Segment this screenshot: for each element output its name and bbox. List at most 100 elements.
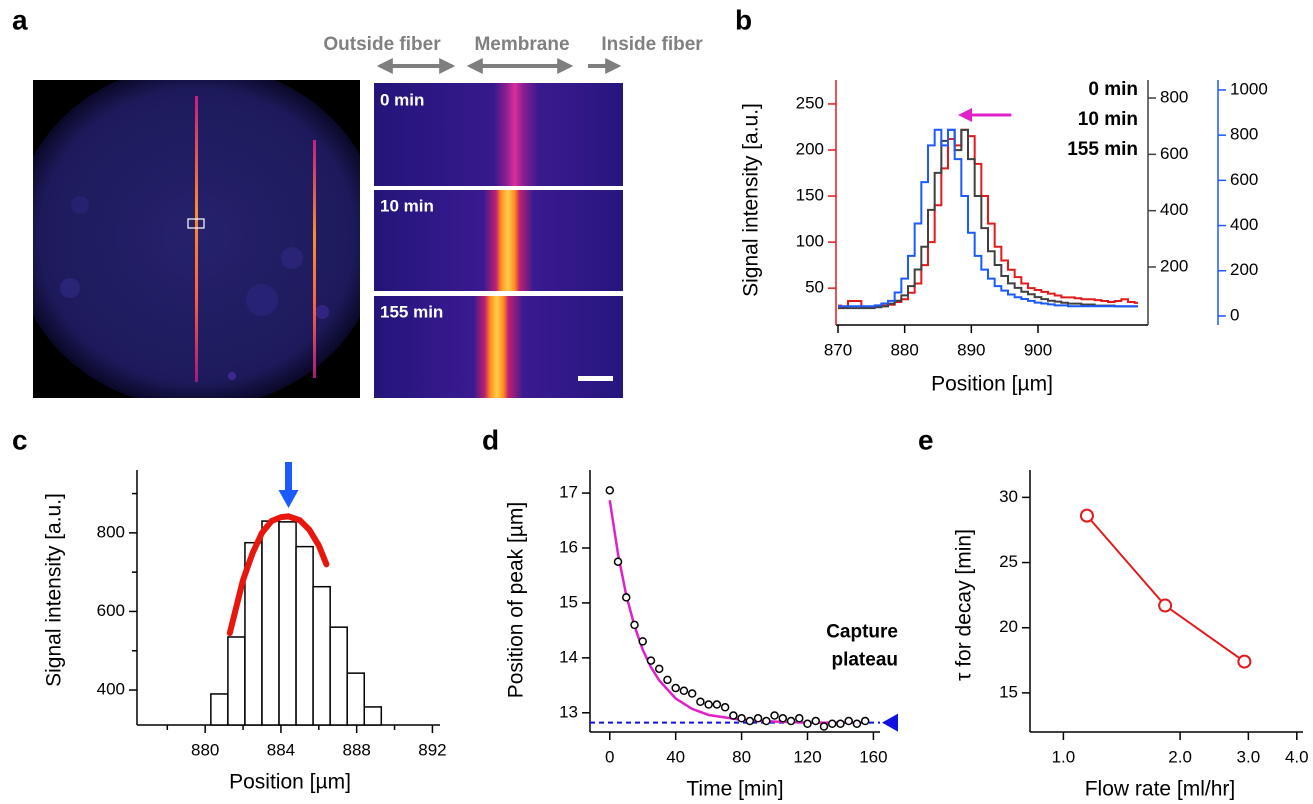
x-tick-label: 0	[605, 747, 614, 766]
x-axis-label: Flow rate [ml/hr]	[1085, 778, 1236, 801]
histogram-bar	[329, 626, 348, 726]
histogram-bar	[295, 545, 314, 726]
data-point	[852, 719, 862, 729]
histogram-bar	[312, 585, 331, 726]
region-label: Outside fiber	[323, 34, 441, 55]
microscope-image	[33, 80, 360, 398]
x-tick-label: 888	[342, 740, 370, 759]
droplet	[281, 247, 303, 269]
droplet	[60, 278, 80, 298]
roi-box	[187, 218, 205, 229]
y2-tick-label: 800	[1160, 88, 1188, 107]
data-point	[679, 686, 689, 696]
x-tick-label: 884	[267, 740, 295, 759]
x-tick-label: 160	[859, 747, 887, 766]
panel-label: d	[482, 424, 499, 455]
y3-tick-label: 1000	[1230, 79, 1268, 98]
y-axis-label: τ for decay [min]	[953, 529, 976, 681]
fit-curve	[226, 513, 330, 637]
y2-tick-label: 200	[1160, 256, 1188, 275]
histogram-bar	[227, 636, 246, 726]
data-point	[622, 593, 631, 602]
data-point	[795, 714, 804, 723]
y-tick-label: 25	[999, 552, 1018, 571]
histogram-bar	[363, 706, 383, 726]
histogram-bar	[210, 693, 229, 726]
panel-label: b	[735, 4, 752, 35]
data-point	[745, 716, 755, 726]
y2-tick-label: 400	[1160, 200, 1188, 219]
data-point	[687, 689, 697, 698]
x-tick-label: 890	[957, 340, 985, 359]
y-tick-label: 150	[796, 186, 824, 205]
y-tick-label: 15	[559, 592, 578, 611]
data-point	[605, 486, 615, 495]
data-point	[671, 683, 680, 693]
data-point	[770, 711, 779, 720]
time-label: 10 min	[380, 196, 434, 215]
series-line	[838, 128, 1138, 310]
y-tick-label: 13	[559, 702, 578, 721]
data-point	[803, 719, 812, 729]
y-axis-label: Signal intensity [a.u.]	[43, 493, 66, 687]
y-axis-label: Position of peak [µm]	[505, 502, 528, 699]
data-point	[712, 700, 722, 709]
region-label: Inside fiber	[601, 34, 703, 55]
x-tick-label: 40	[666, 747, 685, 766]
x-tick-label: 900	[1024, 340, 1052, 359]
data-point	[720, 703, 730, 712]
x-axis-label: Position [µm]	[931, 373, 1053, 396]
histogram-bar	[261, 520, 280, 726]
plateau-label: plateau	[831, 650, 898, 671]
y-tick-label: 800	[97, 522, 125, 541]
x-tick-label: 880	[890, 340, 918, 359]
x-tick-label: 3.0	[1237, 747, 1261, 766]
y-tick-label: 50	[805, 278, 824, 297]
scale-bar	[578, 376, 613, 381]
legend-entry: 155 min	[1067, 139, 1138, 160]
droplet	[246, 284, 278, 316]
data-point	[729, 711, 738, 720]
data-point	[819, 722, 829, 731]
panel-label: c	[12, 424, 28, 455]
data-point	[646, 656, 656, 665]
y-tick-label: 16	[559, 537, 578, 556]
y-tick-label: 20	[999, 617, 1018, 636]
histogram-bar	[278, 521, 297, 726]
y-tick-label: 30	[999, 487, 1018, 506]
data-point	[827, 719, 837, 729]
crop-image	[374, 83, 623, 186]
y-tick-label: 14	[559, 647, 578, 666]
histogram-bar	[346, 672, 365, 726]
data-point	[704, 700, 713, 709]
data-point	[613, 557, 623, 566]
y3-tick-label: 0	[1230, 305, 1239, 324]
x-tick-label: 1.0	[1052, 747, 1076, 766]
y3-tick-label: 800	[1230, 125, 1258, 144]
data-point	[638, 637, 647, 646]
x-tick-label: 880	[191, 740, 219, 759]
marker	[1158, 598, 1173, 613]
x-tick-label: 120	[793, 747, 821, 766]
data-point	[778, 714, 788, 723]
plateau-label: Capture	[826, 622, 898, 643]
panel-label: a	[12, 4, 28, 35]
data-point	[696, 697, 705, 707]
peak-arrowhead	[278, 490, 299, 508]
marker	[1079, 508, 1094, 523]
data-point	[737, 714, 746, 723]
data-point	[630, 620, 639, 630]
series-line	[838, 128, 1138, 308]
crop-image	[374, 190, 623, 291]
y2-tick-label: 600	[1160, 144, 1188, 163]
time-label: 155 min	[380, 302, 443, 321]
fit-curve	[608, 500, 866, 724]
data-point	[836, 719, 845, 729]
x-axis-label: Position [µm]	[229, 771, 351, 794]
fiber	[195, 96, 198, 382]
legend-entry: 0 min	[1088, 79, 1138, 100]
y-tick-label: 250	[796, 93, 824, 112]
data-point	[811, 716, 820, 726]
